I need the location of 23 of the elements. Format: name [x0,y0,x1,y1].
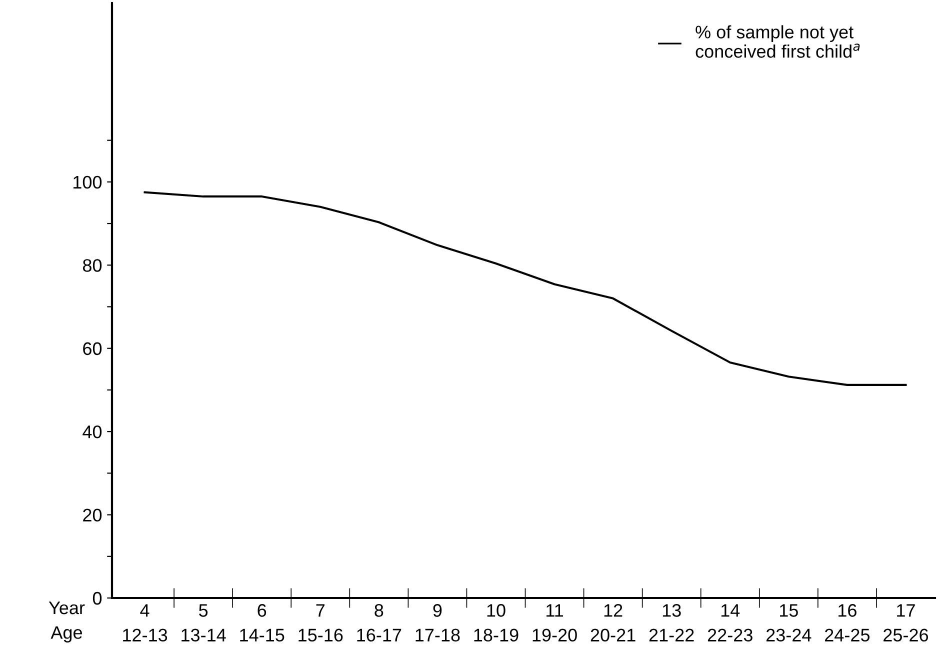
x-tick-label: 4 12-13 [123,604,168,642]
y-tick-label: 60 [83,342,102,356]
x-tick-label: 13 21-22 [649,604,694,642]
x-tick-label: 17 25-26 [884,604,928,642]
line-series [144,191,907,386]
x-tick-label: 15 23-24 [766,604,812,642]
x-tick-label: 7 15-16 [298,604,343,642]
x-tick-label: 14 22-23 [708,604,752,642]
y-tick-label: 100 [74,176,102,189]
y-tick-label: 40 [82,426,102,438]
y-tick-label: 0 [92,592,102,605]
y-tick-label: 20 [83,508,102,522]
x-tick-label: 5 13-14 [182,604,226,642]
x-tick-label: 8 16-17 [357,604,402,642]
x-tick-label: 12 20-21 [590,604,636,642]
x-axis-title: Year Age [48,602,85,642]
legend-label: % of sample not yet conceived first child$^{a}$ [696,25,860,58]
x-tick-label: 10 18-19 [474,604,518,642]
y-tick-label: 80 [82,259,102,272]
x-tick-label: 16 24-25 [825,604,870,642]
x-tick-label: 11 19-20 [532,604,577,642]
x-tick-label: 6 14-15 [240,604,284,642]
x-tick-label: 9 17-18 [416,604,460,642]
